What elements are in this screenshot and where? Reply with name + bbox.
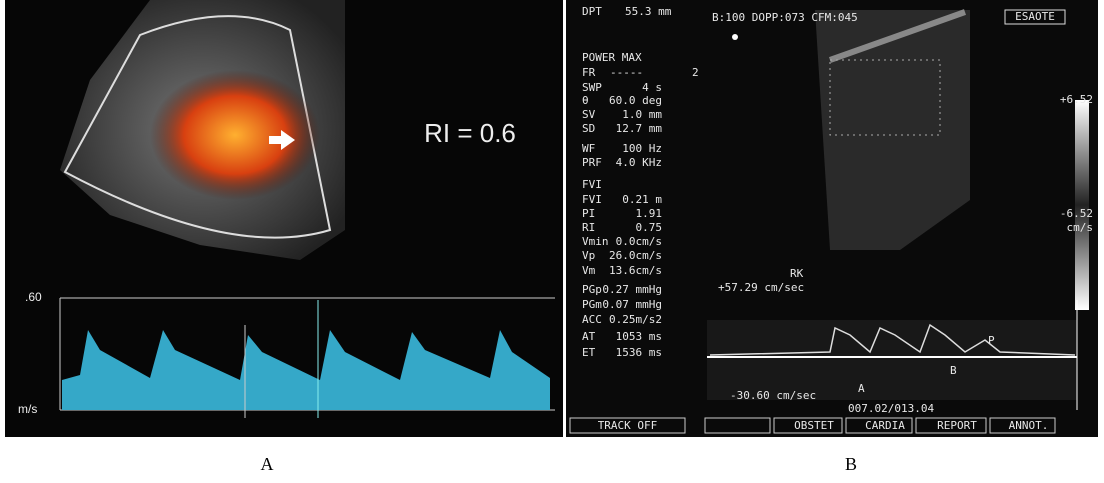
param-value: 0.0cm/s xyxy=(616,235,662,248)
scale-unit: cm/s xyxy=(1067,221,1094,234)
param-value: ----- xyxy=(610,66,643,79)
color-flow xyxy=(150,70,320,200)
param-label: PGp xyxy=(582,283,602,296)
param-label: PI xyxy=(582,207,595,220)
param-label: PGm xyxy=(582,298,602,311)
param-label: WF xyxy=(582,142,595,155)
param-label: FVI xyxy=(582,178,602,191)
caption: A xyxy=(261,454,274,474)
button-label: OBSTET xyxy=(794,419,834,432)
caption: B xyxy=(845,454,857,474)
param-value: 0.21 m xyxy=(622,193,662,206)
button-label: REPORT xyxy=(937,419,977,432)
frames: 007.02/013.04 xyxy=(848,402,934,415)
dot xyxy=(732,34,738,40)
param-value: 0.07 mmHg xyxy=(602,298,662,311)
depth-value: 55.3 mm xyxy=(625,5,672,18)
param-label: POWER MAX xyxy=(582,51,642,64)
scale-unit: m/s xyxy=(18,402,37,416)
param-value: 1.0 mm xyxy=(622,108,662,121)
param-value: 1.91 xyxy=(636,207,663,220)
param-value: 0.25m/s2 xyxy=(609,313,662,326)
button-label: TRACK OFF xyxy=(598,419,658,432)
param-label: SD xyxy=(582,122,595,135)
peak-label: P xyxy=(988,334,995,347)
min-velocity: -30.60 cm/sec xyxy=(730,389,816,402)
param-value: 0.27 mmHg xyxy=(602,283,662,296)
param-label: ET xyxy=(582,346,596,359)
param-value: 13.6cm/s xyxy=(609,264,662,277)
param-value: 60.0 deg xyxy=(609,94,662,107)
param-label: FVI xyxy=(582,193,602,206)
param-value: 1536 ms xyxy=(616,346,662,359)
ri-label: RI = 0.6 xyxy=(424,118,516,148)
param-value: 12.7 mm xyxy=(616,122,663,135)
marker: 2 xyxy=(692,66,699,79)
button-label: ANNOT. xyxy=(1009,419,1049,432)
scale-bottom: -6.52 xyxy=(1060,207,1093,220)
button-label: CARDIA xyxy=(865,419,905,432)
param-value: 26.0cm/s xyxy=(609,249,662,262)
param-label: FR xyxy=(582,66,596,79)
arrow-b: B xyxy=(950,364,957,377)
param-label: SWP xyxy=(582,81,602,94)
param-value: 4.0 KHz xyxy=(616,156,662,169)
param-value: 4 s xyxy=(642,81,662,94)
brand: ESAOTE xyxy=(1015,10,1055,23)
param-value: 1053 ms xyxy=(616,330,662,343)
bmode-image xyxy=(815,10,970,250)
param-label: RI xyxy=(582,221,595,234)
param-label: Vp xyxy=(582,249,595,262)
param-label: ACC xyxy=(582,313,602,326)
scale-top: .60 xyxy=(25,290,42,304)
param-label: AT xyxy=(582,330,596,343)
param-label: Vm xyxy=(582,264,596,277)
param-label: PRF xyxy=(582,156,602,169)
scale-top: +6.52 xyxy=(1060,93,1093,106)
side-label: RK xyxy=(790,267,804,280)
param-label: Vmin xyxy=(582,235,609,248)
spectrum-bg xyxy=(707,320,1077,400)
param-label: θ xyxy=(582,94,589,107)
max-velocity: +57.29 cm/sec xyxy=(718,281,804,294)
color-scale-bar xyxy=(1075,100,1089,310)
arrow-a: A xyxy=(858,382,865,395)
panel-a: RI = 0.6 .60 m/s xyxy=(5,0,563,437)
param-label: SV xyxy=(582,108,596,121)
param-value: 0.75 xyxy=(636,221,663,234)
gains: B:100 DOPP:073 CFM:045 xyxy=(712,11,858,24)
depth-label: DPT xyxy=(582,5,602,18)
figure: RI = 0.6 .60 m/s A B DPT 55.3 mm B:100 DOP… xyxy=(0,0,1104,483)
param-value: 100 Hz xyxy=(622,142,662,155)
